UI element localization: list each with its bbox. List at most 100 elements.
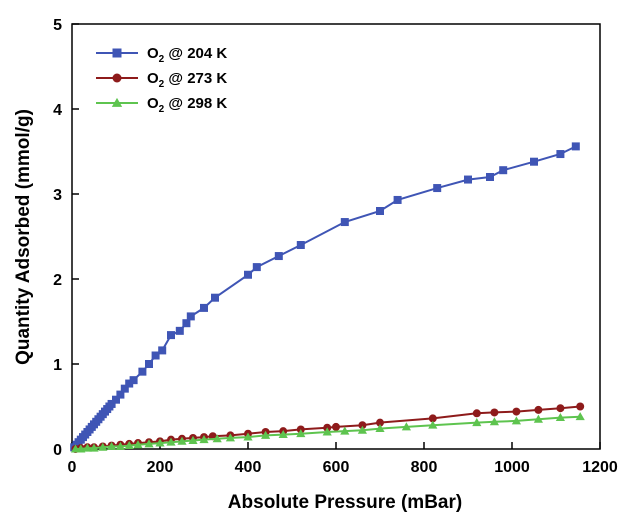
data-point xyxy=(393,195,402,204)
data-point xyxy=(186,312,195,321)
data-point xyxy=(489,417,499,426)
data-point xyxy=(511,416,521,425)
series-1 xyxy=(70,142,580,452)
data-point xyxy=(274,252,283,261)
data-point xyxy=(472,409,481,418)
legend-label: O2 @ 204 K xyxy=(147,45,227,65)
y-axis-title: Quantity Adsorbed (mmol/g) xyxy=(13,109,34,365)
x-tick-label: 200 xyxy=(147,459,174,476)
x-axis: 0 200 400 600 800 1000 1200 xyxy=(68,442,618,476)
y-tick-label: 1 xyxy=(53,357,62,374)
data-point xyxy=(200,303,208,312)
legend-marker xyxy=(111,97,123,107)
y-axis: 0 1 2 3 4 5 xyxy=(53,17,79,459)
x-axis-title: Absolute Pressure (mBar) xyxy=(228,492,462,513)
data-point xyxy=(82,443,92,452)
legend-item: O2 @ 273 K xyxy=(96,70,227,90)
legend-marker xyxy=(112,48,122,58)
x-tick-label: 1200 xyxy=(582,459,618,476)
data-point xyxy=(401,422,411,431)
y-tick-label: 4 xyxy=(53,102,62,119)
data-point xyxy=(225,433,235,442)
legend: O2 @ 204 K O2 @ 273 K O2 @ 298 K xyxy=(96,45,227,115)
data-point xyxy=(112,395,120,404)
data-point xyxy=(322,427,332,436)
data-point xyxy=(155,438,165,447)
data-point xyxy=(211,293,219,302)
x-tick-label: 1000 xyxy=(494,459,530,476)
data-point xyxy=(472,418,482,427)
x-tick-label: 800 xyxy=(411,459,438,476)
data-point xyxy=(107,399,116,408)
data-point xyxy=(486,173,494,181)
data-point xyxy=(499,166,508,175)
x-tick-label: 400 xyxy=(235,459,262,476)
data-point xyxy=(530,157,538,166)
data-point xyxy=(167,331,175,340)
data-point xyxy=(490,408,499,417)
data-point xyxy=(571,142,580,151)
y-tick-label: 3 xyxy=(53,187,62,204)
data-point xyxy=(261,430,271,439)
data-point xyxy=(464,175,472,184)
data-point xyxy=(145,360,153,368)
y-tick-label: 0 xyxy=(53,442,62,459)
data-point xyxy=(243,432,253,441)
data-point xyxy=(188,435,198,444)
plot-area xyxy=(71,23,601,450)
data-point xyxy=(556,404,565,413)
data-point xyxy=(575,412,585,421)
data-point xyxy=(576,402,585,411)
y-tick-label: 5 xyxy=(53,17,62,34)
plot-border xyxy=(71,23,601,450)
data-point xyxy=(428,420,438,429)
data-point xyxy=(89,443,99,452)
data-point xyxy=(556,150,565,159)
data-point xyxy=(129,376,138,385)
series-3 xyxy=(70,412,585,453)
data-point xyxy=(296,429,306,438)
data-point xyxy=(244,270,252,279)
series-layer xyxy=(70,142,585,453)
data-point xyxy=(534,405,543,414)
data-point xyxy=(76,444,86,453)
data-point xyxy=(175,326,184,335)
data-point xyxy=(533,414,543,423)
data-point xyxy=(512,407,521,416)
series-line xyxy=(73,145,577,448)
data-point xyxy=(124,441,134,450)
data-point xyxy=(296,241,305,249)
data-point xyxy=(252,263,261,272)
data-point xyxy=(116,390,125,399)
data-point xyxy=(357,425,367,434)
data-point xyxy=(158,346,167,355)
data-point xyxy=(212,434,222,443)
data-point xyxy=(166,437,176,446)
x-tick-label: 0 xyxy=(68,459,77,476)
data-point xyxy=(151,351,160,360)
legend-label: O2 @ 273 K xyxy=(147,70,227,90)
data-point xyxy=(107,441,117,450)
legend-marker xyxy=(112,73,122,83)
data-point xyxy=(375,424,385,433)
y-tick-label: 2 xyxy=(53,272,62,289)
data-point xyxy=(138,367,147,376)
data-point xyxy=(433,184,442,193)
data-point xyxy=(358,421,367,430)
data-point xyxy=(555,412,565,421)
data-point xyxy=(133,440,143,449)
legend-item: O2 @ 204 K xyxy=(96,45,227,65)
data-point xyxy=(278,429,288,438)
data-point xyxy=(340,218,349,227)
data-point xyxy=(376,418,384,427)
data-point xyxy=(98,442,108,451)
data-point xyxy=(115,441,125,450)
data-point xyxy=(177,436,187,445)
data-point xyxy=(182,319,191,328)
data-point xyxy=(332,422,340,431)
data-point xyxy=(125,379,134,388)
data-point xyxy=(376,207,384,215)
data-point xyxy=(144,439,154,448)
data-point xyxy=(340,426,350,435)
